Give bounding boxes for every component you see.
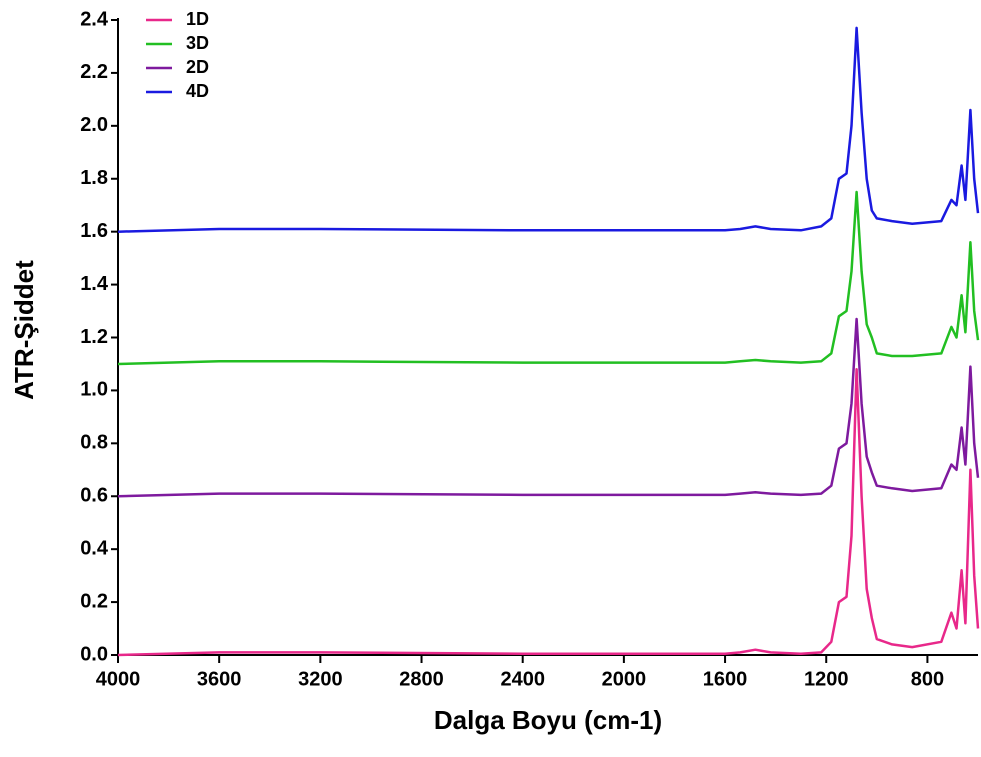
y-axis-title: ATR-Şiddet [9,260,39,400]
y-tick-label: 1.4 [80,273,109,295]
y-tick-label: 0.6 [80,485,108,507]
y-tick-label: 0.2 [80,590,108,612]
y-tick-label: 2.4 [80,8,109,30]
legend-label: 3D [186,33,209,53]
x-tick-label: 3600 [197,668,242,690]
y-tick-label: 0.0 [80,643,108,665]
y-tick-label: 1.8 [80,167,108,189]
y-tick-label: 2.0 [80,114,108,136]
y-tick-label: 1.6 [80,220,108,242]
legend-label: 2D [186,57,209,77]
y-tick-label: 1.0 [80,379,108,401]
legend-label: 4D [186,81,209,101]
y-tick-label: 2.2 [80,61,108,83]
series-line [117,367,980,657]
series-line [117,26,980,233]
y-tick-label: 0.4 [80,537,109,559]
x-tick-label: 2000 [602,668,647,690]
y-tick-label: 1.2 [80,326,108,348]
series-line [117,317,980,498]
x-tick-label: 4000 [96,668,141,690]
y-tick-label: 0.8 [80,432,108,454]
x-tick-label: 1200 [804,668,849,690]
x-tick-label: 2800 [399,668,444,690]
series-line [117,190,980,366]
x-tick-label: 1600 [703,668,748,690]
legend-label: 1D [186,9,209,29]
x-tick-label: 2400 [500,668,545,690]
x-axis-title: Dalga Boyu (cm-1) [434,705,662,735]
x-tick-label: 800 [911,668,944,690]
x-tick-label: 3200 [298,668,343,690]
